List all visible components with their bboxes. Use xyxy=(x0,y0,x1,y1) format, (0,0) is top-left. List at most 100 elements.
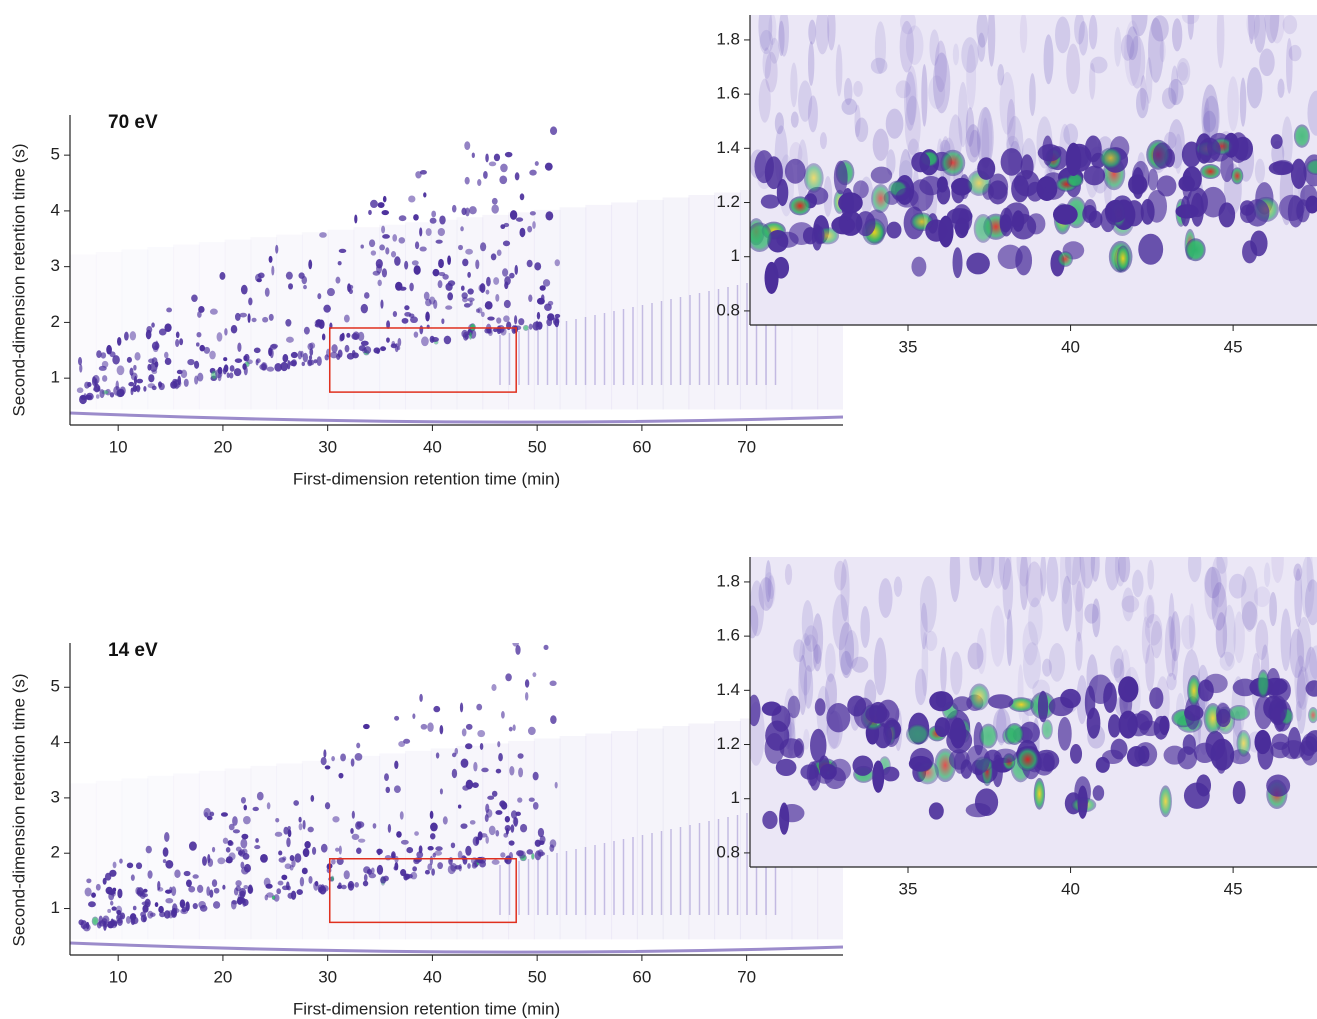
peak xyxy=(935,691,947,708)
peak xyxy=(435,239,443,244)
haze xyxy=(949,557,961,603)
x-tick-label: 40 xyxy=(423,967,442,986)
peak xyxy=(414,831,419,836)
x-tick-label: 35 xyxy=(899,337,918,356)
haze xyxy=(870,57,888,74)
peak xyxy=(870,166,893,184)
peak xyxy=(384,854,392,861)
haze xyxy=(977,557,995,588)
peak xyxy=(299,876,305,887)
peak xyxy=(412,866,417,872)
haze xyxy=(1171,18,1183,52)
background xyxy=(688,723,716,940)
peak xyxy=(80,920,88,929)
peak xyxy=(538,840,545,846)
peak xyxy=(188,841,197,851)
peak xyxy=(508,840,515,846)
background xyxy=(714,192,741,410)
peak xyxy=(91,916,99,926)
peak xyxy=(462,785,470,791)
haze xyxy=(934,40,947,93)
peak xyxy=(384,773,389,781)
peak xyxy=(347,283,351,293)
peak xyxy=(298,816,302,823)
peak xyxy=(1271,678,1291,703)
peak xyxy=(762,810,778,830)
peak xyxy=(526,259,533,268)
peak xyxy=(1084,135,1102,163)
haze xyxy=(855,117,869,143)
peak xyxy=(185,879,192,888)
peak xyxy=(204,812,209,818)
haze xyxy=(872,128,889,161)
x-tick-label: 70 xyxy=(737,967,756,986)
peak xyxy=(225,856,233,864)
peak xyxy=(532,321,540,331)
peak xyxy=(514,315,518,325)
peak xyxy=(112,887,117,892)
peak xyxy=(469,323,476,332)
peak xyxy=(316,356,322,367)
peak xyxy=(284,863,292,870)
peak xyxy=(826,702,851,733)
haze xyxy=(1269,591,1277,627)
peak xyxy=(187,358,195,366)
haze xyxy=(1174,133,1183,174)
peak xyxy=(1043,752,1055,772)
peak xyxy=(332,816,340,823)
peak xyxy=(764,261,779,294)
peak xyxy=(243,366,248,376)
haze xyxy=(1307,90,1317,136)
peak xyxy=(166,307,173,313)
panel-label: 70 eV xyxy=(108,112,158,133)
peak xyxy=(338,248,347,254)
haze xyxy=(801,600,814,647)
y-tick-label: 4 xyxy=(51,732,60,751)
peak xyxy=(111,906,117,911)
peak xyxy=(517,797,523,803)
peak xyxy=(451,204,457,213)
peak xyxy=(427,845,434,851)
peak xyxy=(468,206,477,215)
peak xyxy=(399,811,404,820)
peak xyxy=(255,359,259,366)
peak xyxy=(518,318,525,326)
peak xyxy=(217,857,226,865)
peak xyxy=(408,195,416,203)
peak xyxy=(911,152,931,173)
peak xyxy=(908,755,933,772)
peak xyxy=(291,859,296,868)
haze xyxy=(1264,15,1280,44)
peak xyxy=(478,284,484,292)
background xyxy=(533,738,561,940)
haze xyxy=(759,29,774,55)
peak xyxy=(287,892,294,899)
peak xyxy=(294,853,302,863)
y-tick-label: 1.2 xyxy=(716,192,740,211)
peak xyxy=(92,374,100,385)
background xyxy=(430,219,458,410)
haze xyxy=(950,651,963,695)
peak xyxy=(1228,132,1249,163)
haze xyxy=(948,114,963,161)
peak xyxy=(164,832,170,842)
haze xyxy=(790,62,798,108)
haze xyxy=(1295,701,1302,722)
haze xyxy=(1216,15,1225,69)
peak xyxy=(266,892,274,898)
peak xyxy=(495,293,500,302)
peak xyxy=(281,885,289,891)
peak xyxy=(194,375,199,385)
haze xyxy=(1176,57,1191,86)
haze xyxy=(750,605,759,639)
peak xyxy=(281,874,288,881)
background xyxy=(250,765,278,940)
peak xyxy=(433,705,441,713)
peak xyxy=(1077,785,1088,819)
peak xyxy=(965,745,991,775)
peak xyxy=(485,835,489,844)
peak xyxy=(952,247,963,279)
streak xyxy=(70,411,843,424)
peak xyxy=(1305,195,1317,214)
haze xyxy=(812,613,824,665)
